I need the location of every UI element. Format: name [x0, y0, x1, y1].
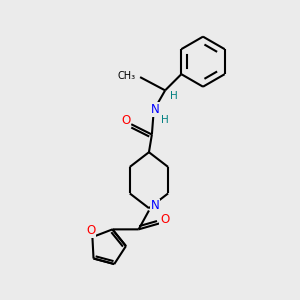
Text: H: H: [161, 115, 169, 125]
Text: O: O: [160, 213, 169, 226]
Text: CH₃: CH₃: [118, 71, 136, 81]
Text: H: H: [169, 91, 177, 101]
Text: O: O: [121, 114, 130, 127]
Text: N: N: [151, 199, 160, 212]
Text: O: O: [86, 224, 96, 237]
Text: N: N: [151, 103, 159, 116]
